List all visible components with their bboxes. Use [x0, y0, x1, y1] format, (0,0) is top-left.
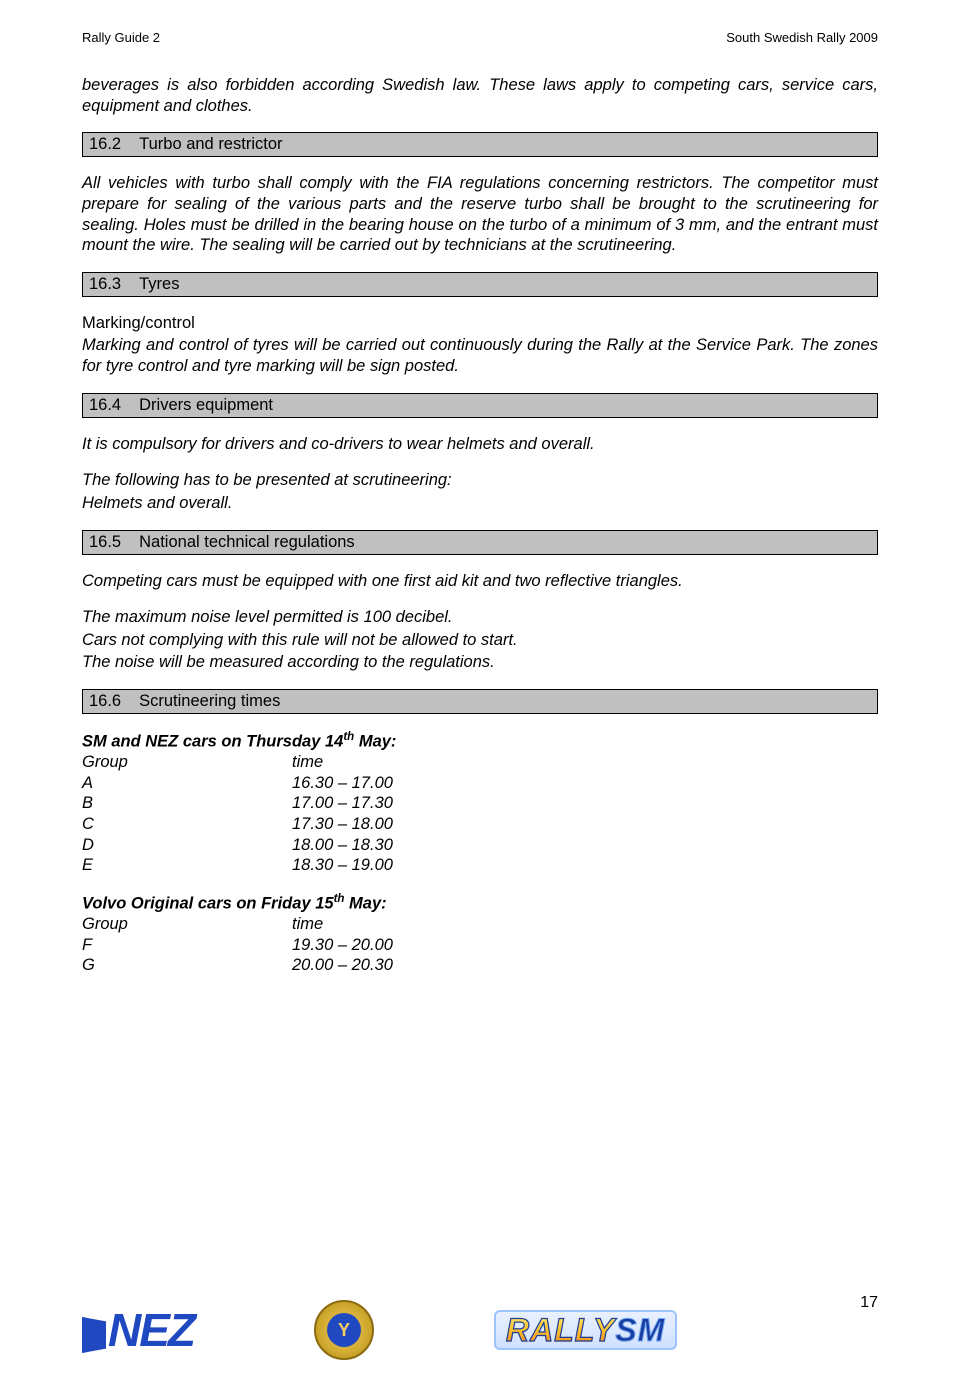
cell-group: A	[82, 773, 292, 794]
body-16-2: All vehicles with turbo shall comply wit…	[82, 173, 878, 256]
schedule-row: B17.00 – 17.30	[82, 793, 878, 814]
col-group-header: Group	[82, 914, 292, 935]
heading-number: 16.2	[89, 135, 121, 154]
body-16-5-line1: Competing cars must be equipped with one…	[82, 571, 878, 592]
heading-title: Scrutineering times	[139, 692, 280, 710]
medal-outer-ring: Y	[314, 1300, 374, 1360]
sm-text: SM	[615, 1312, 665, 1348]
schedule-title-post: May:	[344, 894, 386, 912]
heading-title: Drivers equipment	[139, 396, 273, 414]
col-group-header: Group	[82, 752, 292, 773]
body-16-4-line2: The following has to be presented at scr…	[82, 470, 878, 491]
body-16-3: Marking and control of tyres will be car…	[82, 335, 878, 376]
schedule-header-row: Group time	[82, 752, 878, 773]
cell-group: E	[82, 855, 292, 876]
schedule-title-sup: th	[334, 893, 345, 905]
body-16-5-line2: The maximum noise level permitted is 100…	[82, 607, 878, 628]
heading-number: 16.6	[89, 692, 121, 711]
heading-16-4: 16.4 Drivers equipment	[82, 393, 878, 418]
header-right: South Swedish Rally 2009	[726, 30, 878, 45]
cell-time: 16.30 – 17.00	[292, 773, 878, 794]
schedule-sm-nez: SM and NEZ cars on Thursday 14th May: Gr…	[82, 730, 878, 876]
body-16-5-line3: Cars not complying with this rule will n…	[82, 630, 878, 651]
body-16-5-line4: The noise will be measured according to …	[82, 652, 878, 673]
schedule-row: C17.30 – 18.00	[82, 814, 878, 835]
cell-time: 18.30 – 19.00	[292, 855, 878, 876]
logo-nez: NEZ	[82, 1307, 194, 1353]
rally-text: RALLY	[506, 1312, 615, 1348]
heading-16-5: 16.5 National technical regulations	[82, 530, 878, 555]
cell-group: G	[82, 955, 292, 976]
heading-16-2: 16.2 Turbo and restrictor	[82, 132, 878, 157]
cell-group: F	[82, 935, 292, 956]
nez-text: NEZ	[108, 1307, 194, 1353]
heading-number: 16.3	[89, 275, 121, 294]
heading-16-3: 16.3 Tyres	[82, 272, 878, 297]
intro-paragraph: beverages is also forbidden according Sw…	[82, 75, 878, 116]
cell-group: B	[82, 793, 292, 814]
page-number: 17	[860, 1294, 878, 1312]
flag-icon	[82, 1317, 106, 1353]
col-time-header: time	[292, 914, 878, 935]
schedule-header-row: Group time	[82, 914, 878, 935]
medal-letter: Y	[338, 1320, 350, 1341]
schedule-row: E18.30 – 19.00	[82, 855, 878, 876]
schedule-volvo: Volvo Original cars on Friday 15th May: …	[82, 892, 878, 976]
subheading-marking: Marking/control	[82, 313, 878, 334]
heading-title: Tyres	[139, 275, 179, 293]
logo-medal: Y	[314, 1300, 374, 1360]
schedule-title-sup: th	[343, 731, 354, 743]
schedule-title-pre: Volvo Original cars on Friday 15	[82, 894, 334, 912]
footer-logos: NEZ Y RALLYSM	[82, 1300, 878, 1360]
schedule-row: F19.30 – 20.00	[82, 935, 878, 956]
page-footer: 17 NEZ Y RALLYSM	[82, 1300, 878, 1360]
heading-title: National technical regulations	[139, 533, 355, 551]
schedule-row: G20.00 – 20.30	[82, 955, 878, 976]
page-header: Rally Guide 2 South Swedish Rally 2009	[82, 30, 878, 45]
heading-16-6: 16.6 Scrutineering times	[82, 689, 878, 714]
heading-title: Turbo and restrictor	[139, 135, 282, 153]
schedule-row: A16.30 – 17.00	[82, 773, 878, 794]
heading-number: 16.4	[89, 396, 121, 415]
col-time-header: time	[292, 752, 878, 773]
cell-time: 18.00 – 18.30	[292, 835, 878, 856]
schedule-title-pre: SM and NEZ cars on Thursday 14	[82, 733, 343, 751]
schedule-title: Volvo Original cars on Friday 15th May:	[82, 892, 878, 914]
schedule-row: D18.00 – 18.30	[82, 835, 878, 856]
logo-rallysm: RALLYSM	[494, 1310, 677, 1350]
cell-time: 17.30 – 18.00	[292, 814, 878, 835]
cell-time: 19.30 – 20.00	[292, 935, 878, 956]
medal-inner-circle: Y	[327, 1313, 361, 1347]
cell-time: 20.00 – 20.30	[292, 955, 878, 976]
cell-time: 17.00 – 17.30	[292, 793, 878, 814]
body-16-4-line3: Helmets and overall.	[82, 493, 878, 514]
body-16-4-line1: It is compulsory for drivers and co-driv…	[82, 434, 878, 455]
heading-number: 16.5	[89, 533, 121, 552]
schedule-title-post: May:	[354, 733, 396, 751]
cell-group: C	[82, 814, 292, 835]
header-left: Rally Guide 2	[82, 30, 160, 45]
schedule-title: SM and NEZ cars on Thursday 14th May:	[82, 730, 878, 752]
cell-group: D	[82, 835, 292, 856]
